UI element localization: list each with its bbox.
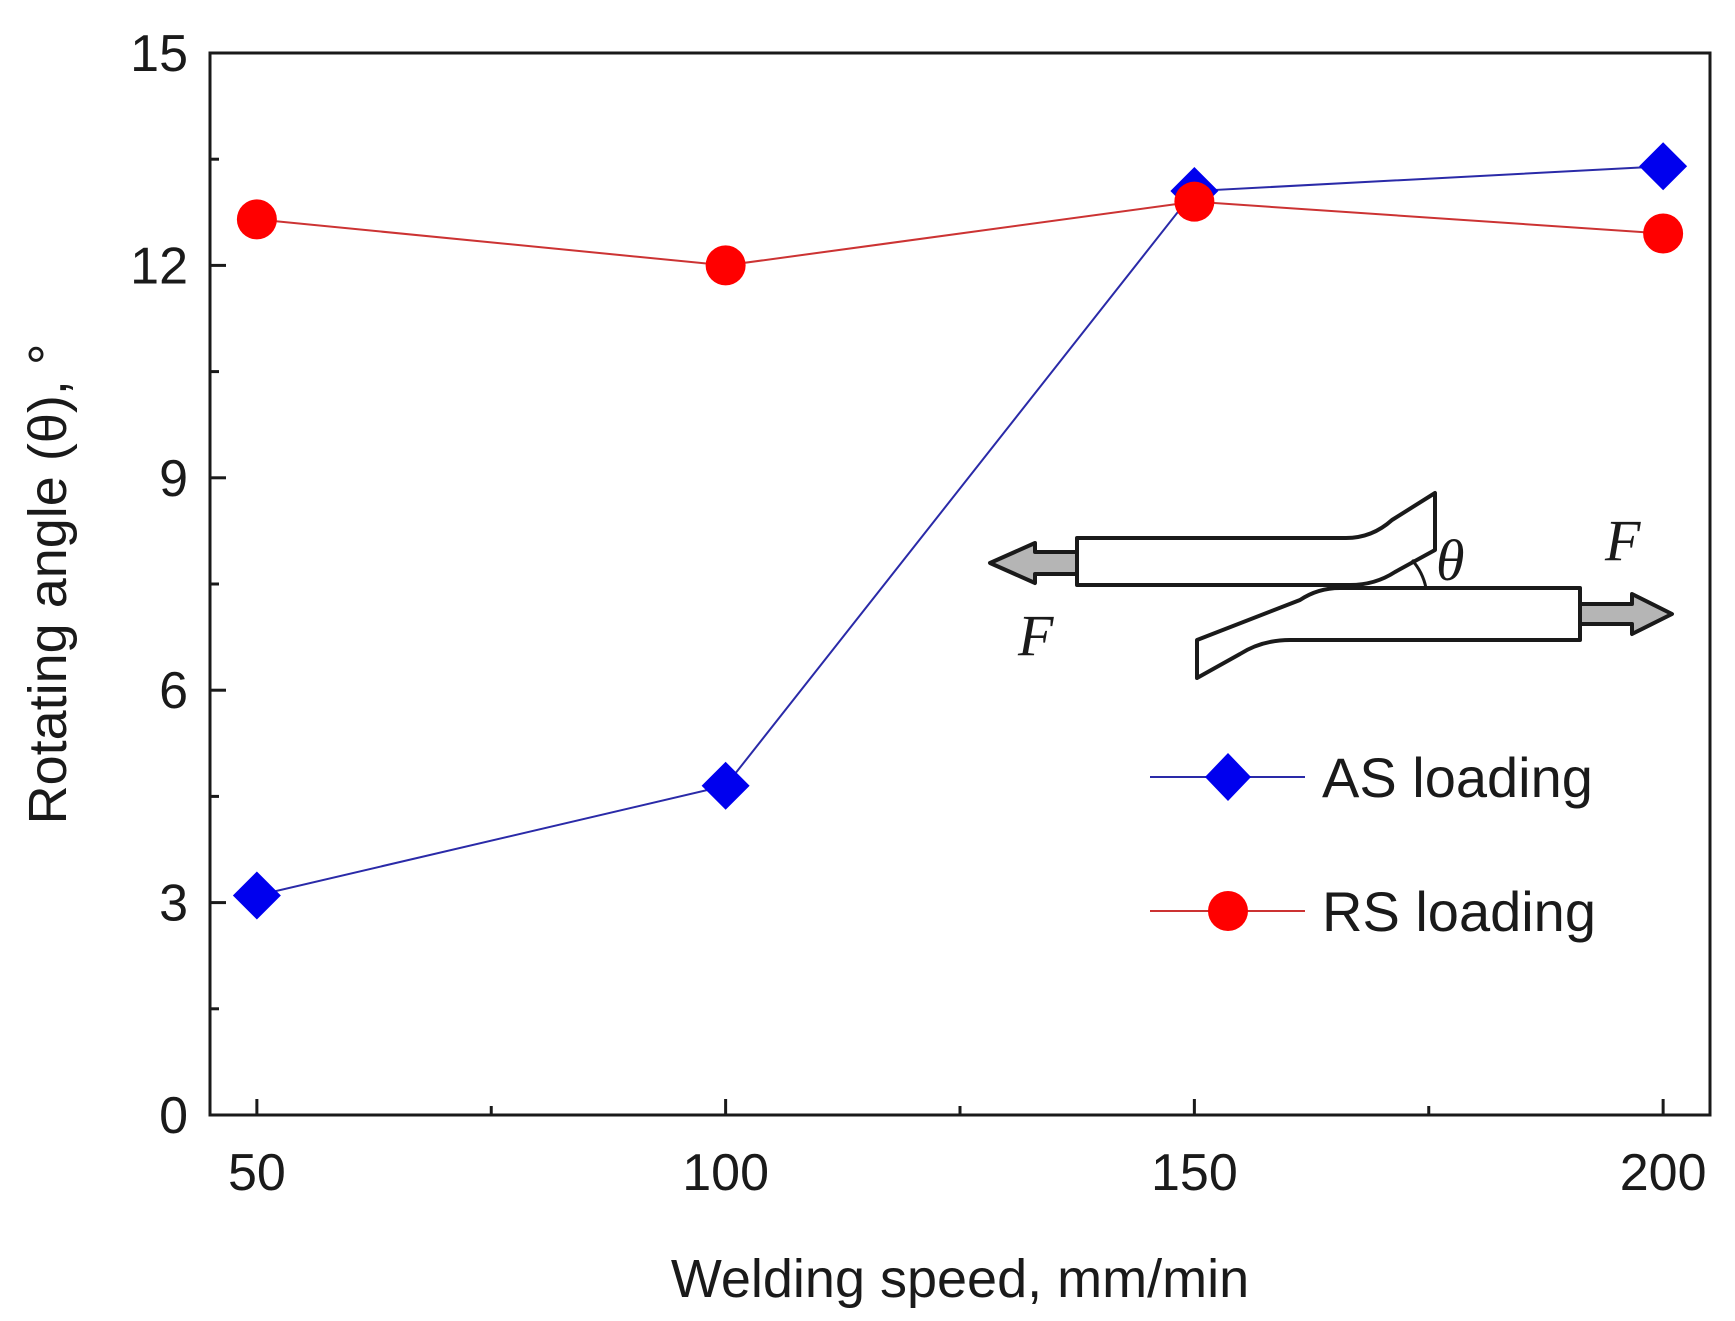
x-tick-label: 50 <box>228 1144 286 1202</box>
x-tick-labels: 50 100 150 200 <box>228 1144 1707 1202</box>
as-loading-point <box>701 761 750 810</box>
angle-arc <box>1410 559 1428 589</box>
series-markers <box>232 142 1688 920</box>
y-axis-title: Rotating angle (θ), ° <box>18 344 78 825</box>
lap-joint-schematic: F F θ <box>988 491 1674 680</box>
force-label-left: F <box>1017 603 1054 668</box>
legend-marker-as-loading <box>1205 753 1251 801</box>
right-force-arrow <box>1578 592 1674 636</box>
series-line-as-loading <box>256 165 1664 897</box>
series-lines <box>256 165 1664 897</box>
legend-label-as-loading: AS loading <box>1322 746 1593 809</box>
y-tick-label: 3 <box>159 875 188 933</box>
rs-loading-point <box>236 199 277 240</box>
y-tick-label: 9 <box>159 450 188 508</box>
as-loading-point <box>1639 142 1688 191</box>
lower-plate <box>1195 586 1582 680</box>
plot-frame <box>208 51 1712 1117</box>
series-line-rs-loading <box>256 200 1664 267</box>
y-tick-label: 0 <box>159 1087 188 1145</box>
rs-loading-point <box>1643 213 1684 254</box>
x-tick-label: 100 <box>682 1144 769 1202</box>
legend-label-rs-loading: RS loading <box>1322 880 1596 943</box>
legend: AS loading RS loading <box>1150 746 1596 943</box>
y-tick-labels: 0 3 6 9 12 15 <box>130 25 188 1145</box>
y-tick-label: 15 <box>130 25 188 83</box>
x-tick-label: 200 <box>1620 1144 1707 1202</box>
force-label-right: F <box>1604 508 1641 573</box>
y-tick-label: 6 <box>159 662 188 720</box>
x-axis-title: Welding speed, mm/min <box>671 1249 1249 1309</box>
left-force-arrow <box>988 541 1079 585</box>
angle-label: θ <box>1436 528 1465 593</box>
rs-loading-point <box>1174 181 1215 222</box>
upper-plate <box>1075 491 1437 587</box>
y-tick-label: 12 <box>130 237 188 295</box>
rs-loading-point <box>705 245 746 286</box>
legend-marker-rs-loading <box>1208 891 1248 931</box>
as-loading-point <box>232 871 281 920</box>
x-tick-label: 150 <box>1151 1144 1238 1202</box>
axis-ticks <box>210 51 1665 1117</box>
